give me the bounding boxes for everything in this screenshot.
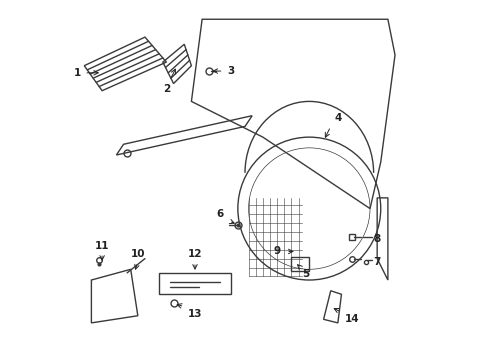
Text: 1: 1 <box>74 68 81 78</box>
Text: 10: 10 <box>130 249 145 258</box>
Text: 7: 7 <box>373 257 381 267</box>
Text: 3: 3 <box>227 66 234 76</box>
Text: 4: 4 <box>334 113 342 123</box>
Text: 14: 14 <box>345 314 360 324</box>
Text: 12: 12 <box>188 249 202 258</box>
Text: 5: 5 <box>302 269 309 279</box>
Text: 6: 6 <box>216 209 223 219</box>
Text: 8: 8 <box>373 234 381 244</box>
Text: 2: 2 <box>163 84 170 94</box>
Text: 11: 11 <box>95 242 109 251</box>
Text: 9: 9 <box>273 247 281 256</box>
Text: 13: 13 <box>188 309 202 319</box>
